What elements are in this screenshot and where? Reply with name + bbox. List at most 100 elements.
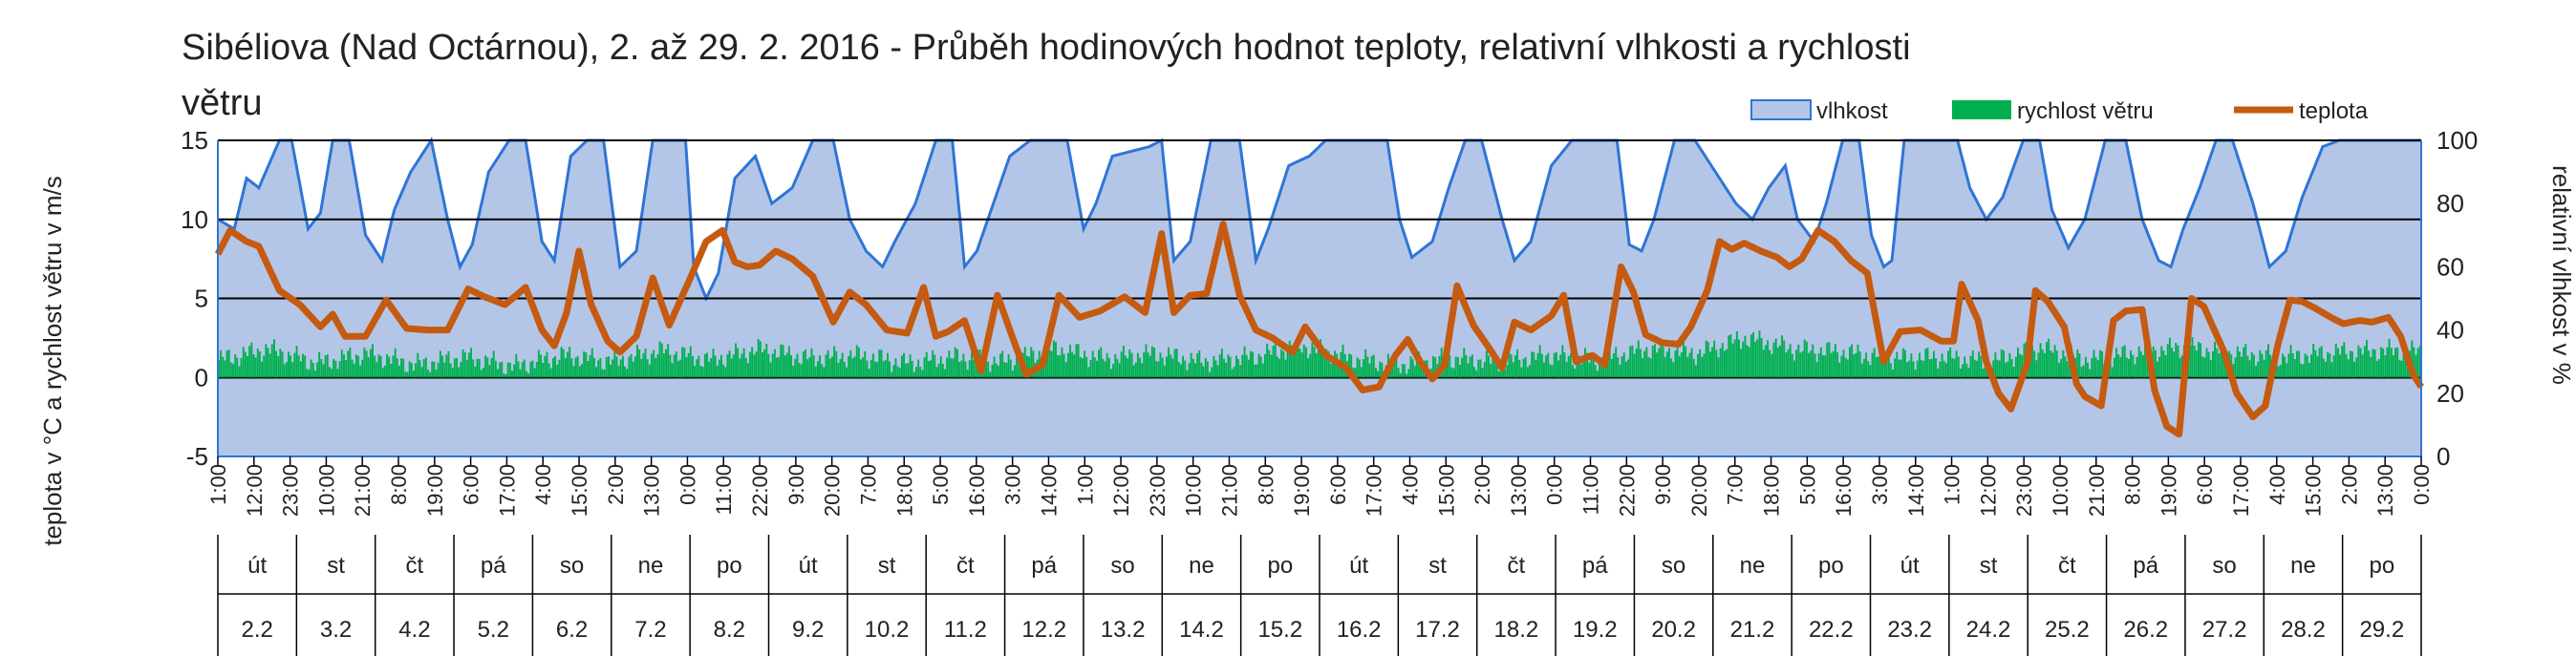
wind-bar (889, 361, 891, 378)
wind-bar (851, 358, 854, 378)
wind-bar (1685, 346, 1687, 378)
wind-bar (531, 360, 534, 378)
wind-bar (1569, 352, 1572, 378)
wind-bar (1976, 360, 1979, 378)
wind-bar (1120, 351, 1123, 378)
wind-bar (1220, 348, 1223, 378)
wind-bar (923, 357, 926, 378)
wind-bar (987, 361, 990, 378)
wind-bar (1118, 363, 1121, 378)
wind-bar (1715, 349, 1718, 378)
wind-bar (1678, 355, 1681, 378)
wind-bar (377, 354, 380, 378)
wind-bar (1139, 357, 1142, 378)
wind-bar (1264, 353, 1266, 378)
wind-bar (2137, 346, 2140, 378)
wind-bar (2060, 358, 2063, 378)
wind-bar (1937, 368, 1940, 378)
x-tick-label: 17:00 (495, 464, 519, 517)
wind-bar (868, 369, 870, 378)
wind-bar (1028, 356, 1031, 378)
wind-bar (1368, 363, 1371, 378)
wind-bar (1125, 355, 1127, 378)
wind-bar (1982, 369, 1985, 378)
x-tick-label: 3:00 (1868, 464, 1892, 505)
wind-bar (1395, 355, 1398, 378)
wind-bar (728, 350, 731, 378)
weekday-label: ne (2290, 553, 2316, 579)
wind-bar (2117, 354, 2120, 378)
wind-bar (1973, 359, 1976, 378)
x-tick-label: 2:00 (2337, 464, 2361, 505)
wind-bar (1660, 339, 1663, 378)
wind-bar (1928, 359, 1931, 378)
wind-bar (1510, 354, 1513, 378)
wind-bar (441, 355, 443, 378)
wind-bar (247, 356, 249, 378)
wind-bar (1091, 350, 1094, 378)
wind-bar (2327, 351, 2329, 378)
wind-bar (937, 363, 940, 378)
wind-bar (258, 351, 261, 378)
x-tick-label: 4:00 (2265, 464, 2289, 505)
wind-bar (1740, 349, 1743, 378)
wind-bar (1401, 364, 1404, 378)
wind-bar (787, 346, 790, 378)
wind-bar (2261, 353, 2264, 378)
wind-bar (1305, 347, 1307, 378)
wind-bar (1789, 344, 1792, 378)
wind-bar (1578, 355, 1580, 378)
wind-bar (636, 345, 638, 378)
wind-bar (2257, 361, 2260, 378)
wind-bar (1366, 356, 1369, 378)
wind-bar (2195, 350, 2198, 378)
wind-bar (718, 359, 720, 378)
wind-bar (229, 362, 232, 378)
wind-bar (318, 351, 321, 378)
wind-bar (806, 359, 809, 378)
wind-bar (1315, 352, 1318, 378)
wind-bar (554, 356, 557, 378)
wind-bar (780, 344, 783, 378)
wind-bar (1752, 332, 1754, 378)
wind-bar (1756, 339, 1759, 378)
wind-bar (1463, 348, 1466, 378)
wind-bar (1209, 371, 1212, 378)
wind-bar (1106, 352, 1108, 378)
wind-bar (632, 361, 634, 378)
date-label: 20.2 (1651, 617, 1696, 643)
wind-bar (1842, 349, 1845, 378)
wind-bar (336, 369, 339, 378)
wind-bar (1992, 360, 1995, 378)
y-tick-left: 10 (181, 205, 208, 234)
y-ticks-right: 100 80 60 40 20 0 (2436, 126, 2478, 471)
wind-bar (1127, 358, 1129, 378)
wind-bar (737, 348, 740, 378)
wind-bar (841, 352, 844, 378)
wind-bar (2302, 364, 2305, 378)
wind-bar (694, 366, 697, 378)
wind-bar (1545, 355, 1548, 378)
x-tick-label: 19:00 (423, 464, 447, 517)
wind-bar (1014, 365, 1017, 378)
wind-bar (357, 355, 359, 378)
wind-bar (290, 355, 292, 378)
wind-bar (1321, 350, 1324, 378)
wind-bar (1032, 350, 1035, 378)
wind-bar (1313, 347, 1316, 378)
wind-bar (1851, 344, 1854, 378)
wind-bar (1440, 348, 1443, 378)
wind-bar (340, 349, 343, 378)
wind-bar (1812, 344, 1814, 378)
wind-bar (220, 349, 223, 378)
wind-bar (1007, 353, 1010, 378)
wind-bar (1411, 359, 1414, 378)
wind-bar (1540, 353, 1543, 378)
wind-bar (562, 349, 565, 378)
wind-bar (1214, 360, 1217, 378)
wind-bar (853, 356, 856, 378)
wind-bar (227, 349, 230, 378)
x-tick-label: 13:00 (2373, 464, 2397, 517)
wind-bar (1771, 353, 1773, 378)
wind-bar (673, 354, 676, 378)
